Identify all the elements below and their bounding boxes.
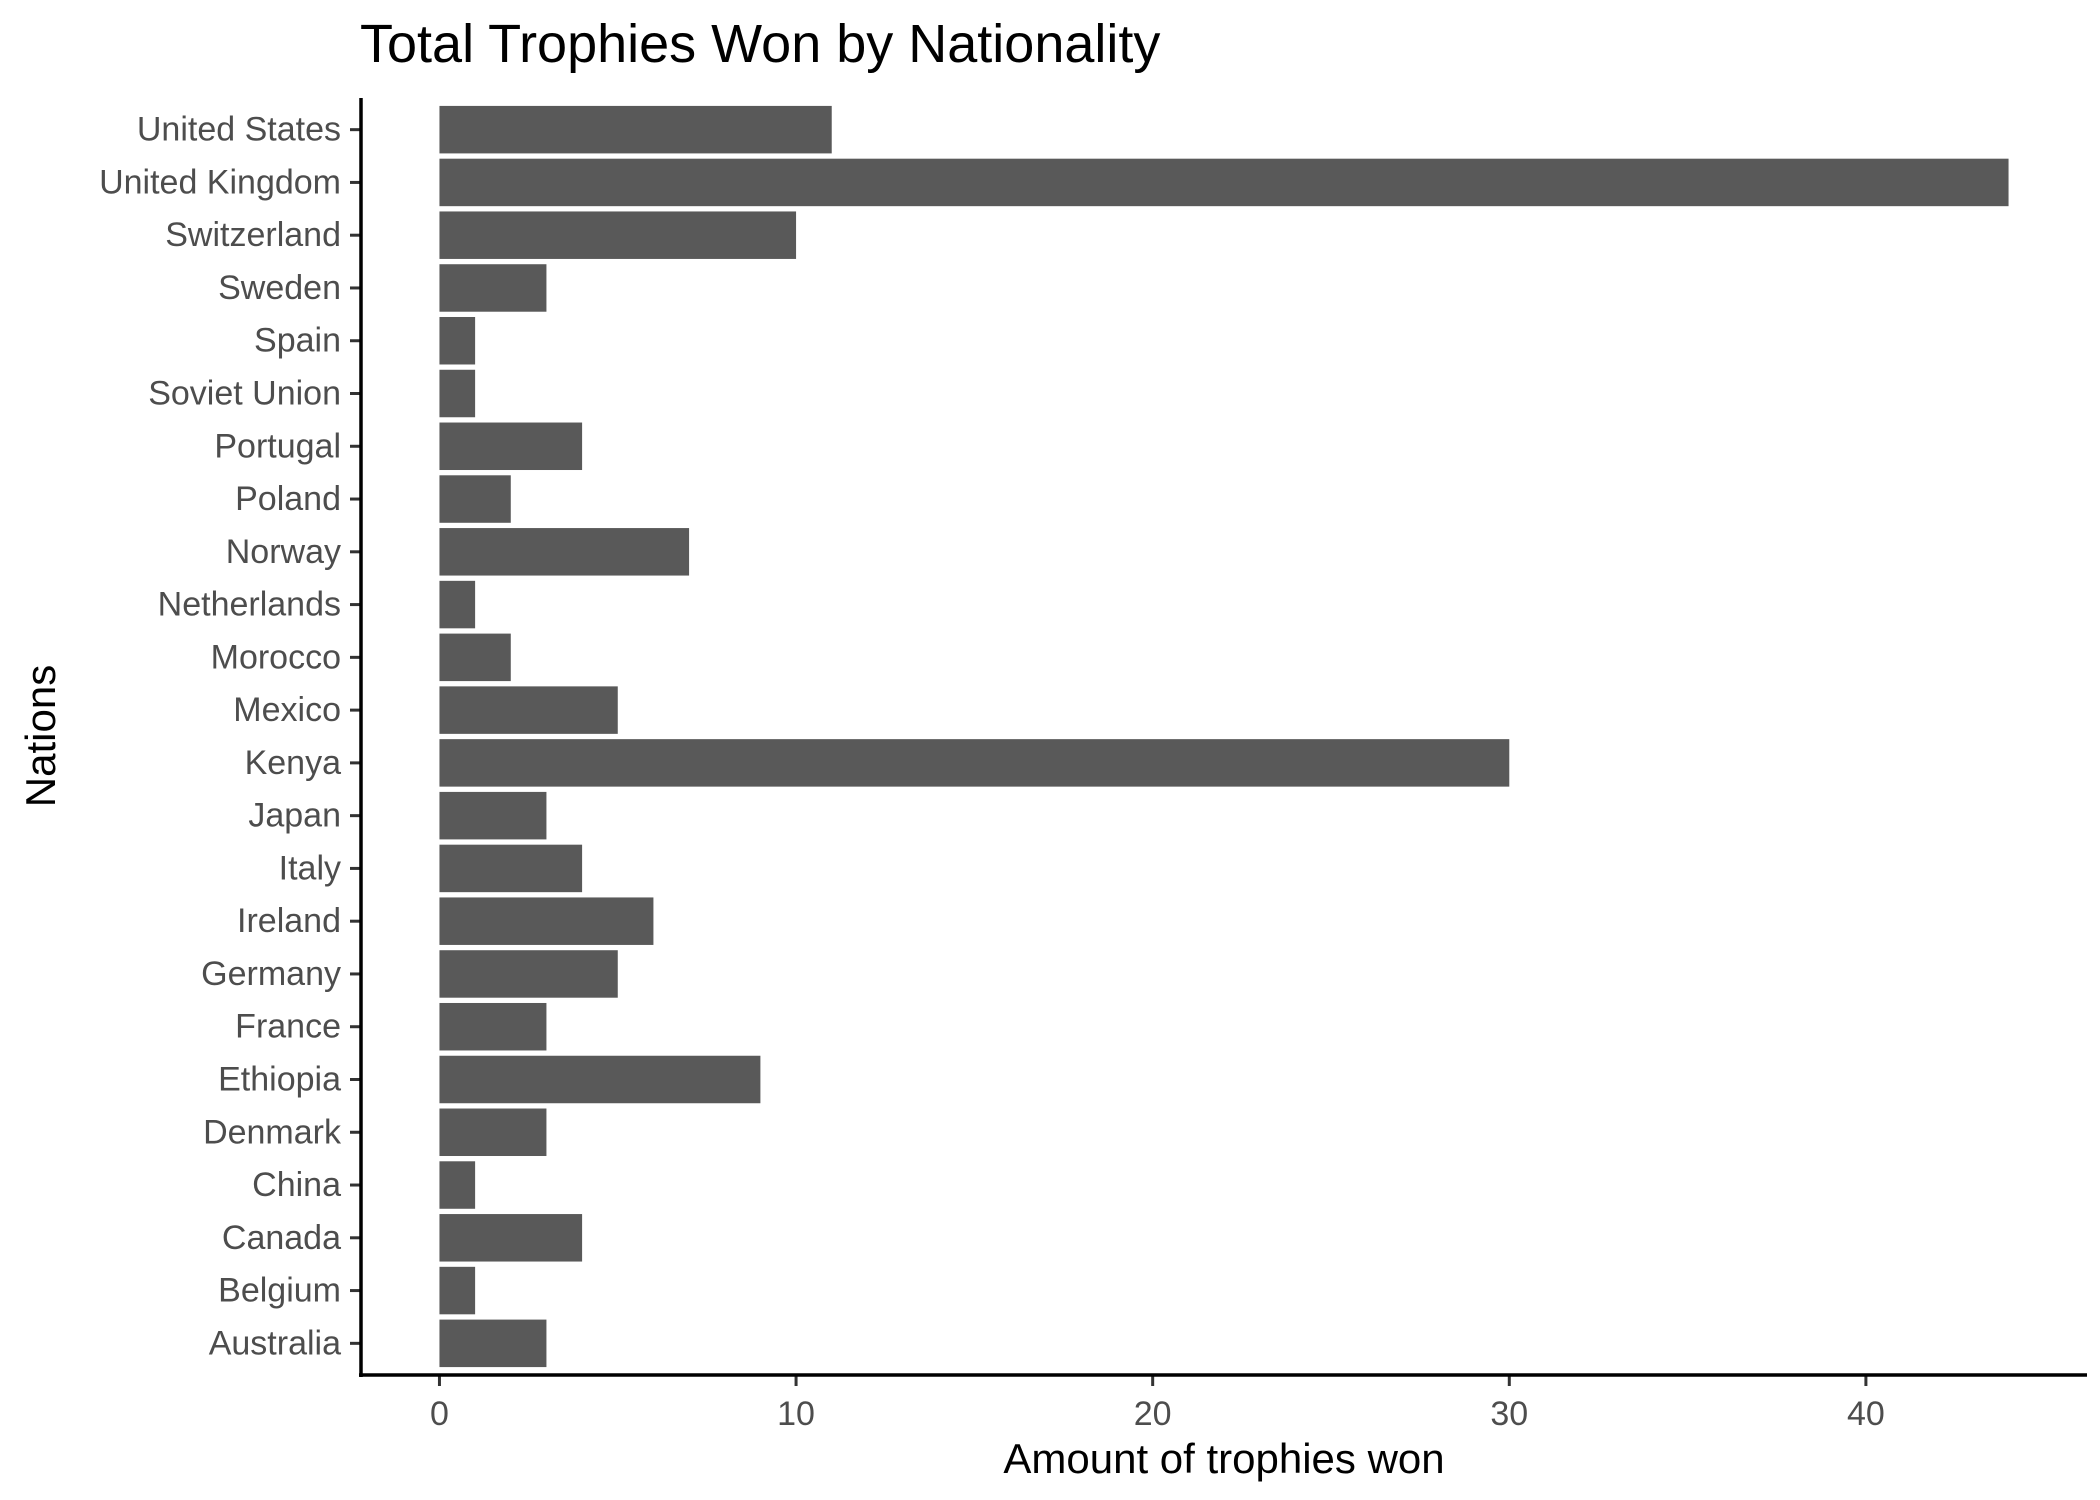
bars-group <box>439 105 2009 1368</box>
y-tick-label: Sweden <box>218 269 341 307</box>
y-tick-label: Mexico <box>233 691 341 729</box>
y-tick-label: Soviet Union <box>148 375 341 413</box>
y-tick-label: Norway <box>226 533 341 571</box>
y-tick-label: Japan <box>248 797 341 835</box>
y-tick-label: United States <box>137 111 341 149</box>
x-tick-label: 30 <box>1490 1395 1528 1433</box>
bar-spain <box>439 316 476 365</box>
y-tick-label: Denmark <box>203 1113 342 1151</box>
bar-italy <box>439 844 583 893</box>
y-tick-label: Belgium <box>218 1272 341 1310</box>
y-tick-label: Kenya <box>245 744 341 782</box>
bar-france <box>439 1002 547 1051</box>
bar-china <box>439 1161 476 1209</box>
bar-japan <box>439 791 547 840</box>
y-tick-label: Spain <box>254 322 341 360</box>
y-tick-label: China <box>252 1166 341 1204</box>
bar-canada <box>439 1214 583 1262</box>
bar-norway <box>439 528 690 576</box>
bar-united-kingdom <box>439 158 2009 207</box>
x-tick-label: 10 <box>777 1395 815 1433</box>
bar-denmark <box>439 1108 547 1157</box>
x-tick-label: 0 <box>430 1395 449 1433</box>
bar-netherlands <box>439 580 476 629</box>
bar-united-states <box>439 105 832 154</box>
bar-morocco <box>439 633 511 682</box>
y-tick-label: Germany <box>201 955 341 993</box>
x-tick-label: 20 <box>1134 1395 1172 1433</box>
y-tick-label: Australia <box>209 1324 341 1362</box>
bar-ethiopia <box>439 1055 761 1104</box>
y-tick-label: Netherlands <box>158 586 341 624</box>
y-tick-label: Portugal <box>214 427 341 465</box>
y-axis-title: Nations <box>17 665 64 807</box>
y-tick-label: Ireland <box>237 902 341 940</box>
y-tick-label: Canada <box>222 1219 341 1257</box>
y-tick-label: Poland <box>235 480 341 518</box>
x-axis-title: Amount of trophies won <box>1003 1435 1444 1482</box>
y-tick-label: France <box>235 1008 341 1046</box>
y-axis-ticks: United States United Kingdom Switzerland Sw… <box>99 111 361 1362</box>
y-tick-label: Ethiopia <box>218 1060 341 1098</box>
chart-title: Total Trophies Won by Nationality <box>360 14 1160 74</box>
bar-ireland <box>439 897 654 945</box>
bar-australia <box>439 1319 547 1368</box>
bar-soviet-union <box>439 369 476 418</box>
x-tick-label: 40 <box>1847 1395 1885 1433</box>
bar-sweden <box>439 264 547 312</box>
y-tick-label: Morocco <box>211 638 341 676</box>
y-tick-label: Switzerland <box>165 216 341 254</box>
bar-poland <box>439 475 511 523</box>
y-tick-label: United Kingdom <box>99 163 341 201</box>
bar-belgium <box>439 1266 476 1315</box>
bar-mexico <box>439 686 618 734</box>
x-axis-ticks: 0 10 20 30 40 <box>430 1375 1885 1433</box>
bar-switzerland <box>439 211 797 259</box>
bar-portugal <box>439 422 583 471</box>
bar-germany <box>439 950 618 998</box>
bar-kenya <box>439 739 1510 787</box>
y-tick-label: Italy <box>279 849 341 887</box>
